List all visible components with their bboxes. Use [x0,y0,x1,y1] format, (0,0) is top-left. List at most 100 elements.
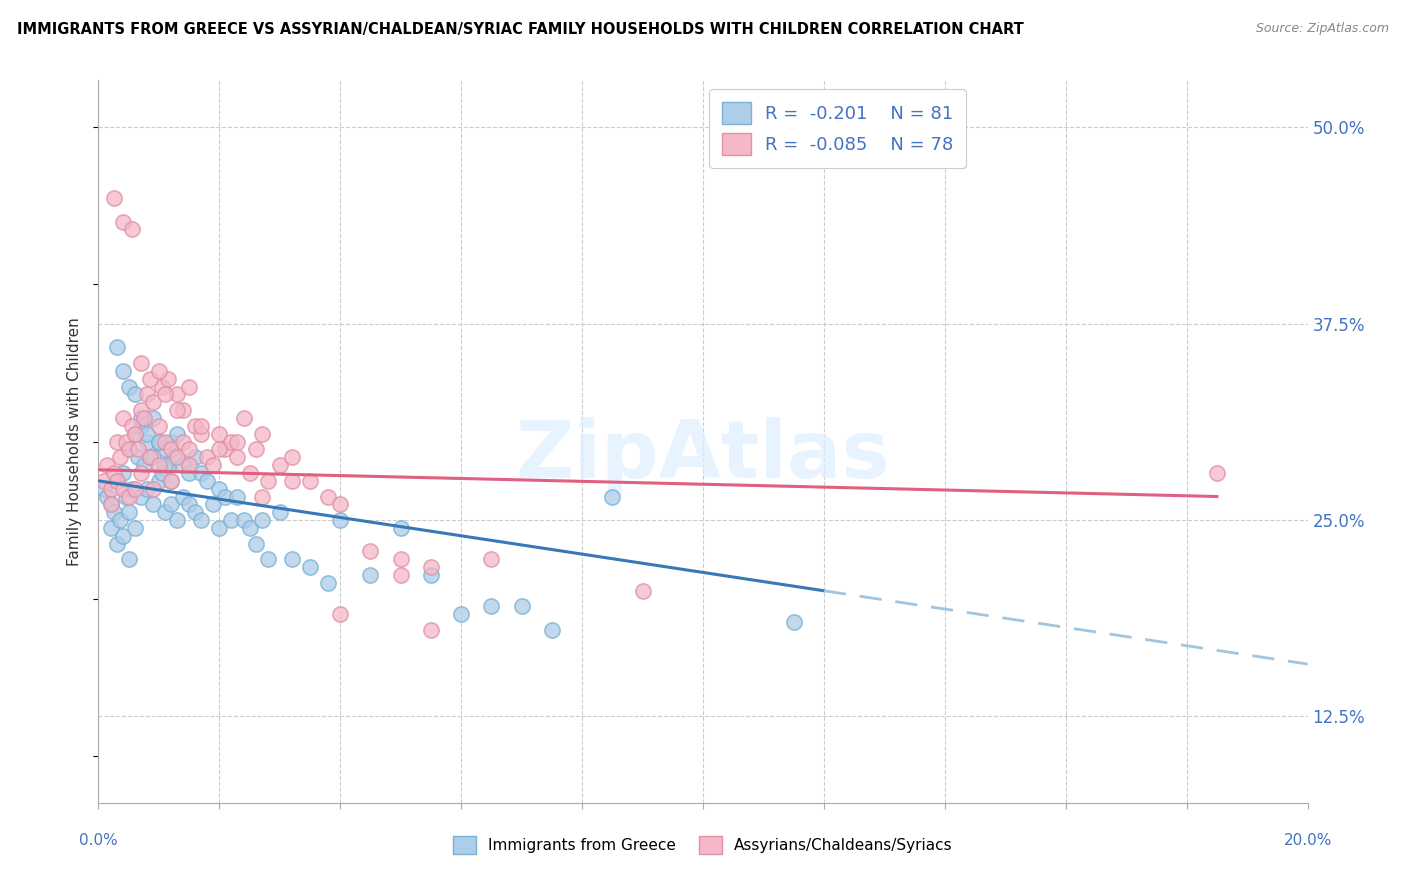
Point [245,442,267,457]
Point [153,442,176,457]
Point [389,521,412,535]
Point [190,513,212,527]
Point [129,356,152,370]
Point [139,450,162,465]
Point [179,497,201,511]
Point [172,490,194,504]
Point [232,513,254,527]
Point [129,490,152,504]
Point [250,490,273,504]
Point [179,442,201,457]
Legend: R =  -0.201    N = 81, R =  -0.085    N = 78: R = -0.201 N = 81, R = -0.085 N = 78 [709,89,966,168]
Point [184,418,207,433]
Point [142,450,165,465]
Point [208,426,231,441]
Point [160,497,183,511]
Point [103,505,125,519]
Point [129,466,152,480]
Point [135,434,157,449]
Point [124,482,146,496]
Point [135,482,157,496]
Point [139,450,162,465]
Point [783,615,806,630]
Point [127,450,149,465]
Point [481,599,503,614]
Point [281,474,304,488]
Point [111,482,134,496]
Point [124,426,146,441]
Point [93,474,115,488]
Point [139,372,162,386]
Point [132,458,155,472]
Point [132,411,155,425]
Point [389,552,412,566]
Point [250,426,273,441]
Point [148,364,170,378]
Point [105,434,128,449]
Point [221,513,243,527]
Point [105,474,128,488]
Point [329,497,352,511]
Point [156,372,179,386]
Point [239,521,262,535]
Point [153,387,176,401]
Point [111,466,134,480]
Point [631,583,654,598]
Point [100,497,122,511]
Point [135,426,157,441]
Point [148,418,170,433]
Text: IMMIGRANTS FROM GREECE VS ASSYRIAN/CHALDEAN/SYRIAC FAMILY HOUSEHOLDS WITH CHILDR: IMMIGRANTS FROM GREECE VS ASSYRIAN/CHALD… [17,22,1024,37]
Point [179,458,201,472]
Point [160,474,183,488]
Point [118,442,141,457]
Point [96,458,118,472]
Point [329,607,352,622]
Point [214,442,236,457]
Point [195,450,218,465]
Point [316,490,339,504]
Point [118,442,141,457]
Point [124,521,146,535]
Point [184,450,207,465]
Point [602,490,624,504]
Point [166,450,188,465]
Point [153,458,176,472]
Point [129,403,152,417]
Point [232,411,254,425]
Point [103,191,125,205]
Point [124,387,146,401]
Point [100,521,122,535]
Point [142,411,165,425]
Point [150,466,173,480]
Point [172,403,194,417]
Point [114,434,136,449]
Point [148,434,170,449]
Point [142,497,165,511]
Text: ZipAtlas: ZipAtlas [516,417,890,495]
Point [420,568,443,582]
Point [105,340,128,354]
Point [129,418,152,433]
Point [360,544,382,558]
Point [114,490,136,504]
Point [160,442,183,457]
Point [281,552,304,566]
Point [118,552,141,566]
Point [153,505,176,519]
Point [160,474,183,488]
Point [510,599,533,614]
Point [226,490,249,504]
Point [111,214,134,228]
Point [118,379,141,393]
Point [256,474,278,488]
Point [103,466,125,480]
Point [281,450,304,465]
Point [111,529,134,543]
Point [142,395,165,409]
Point [329,513,352,527]
Point [190,426,212,441]
Point [256,552,278,566]
Point [129,411,152,425]
Point [100,497,122,511]
Point [316,575,339,590]
